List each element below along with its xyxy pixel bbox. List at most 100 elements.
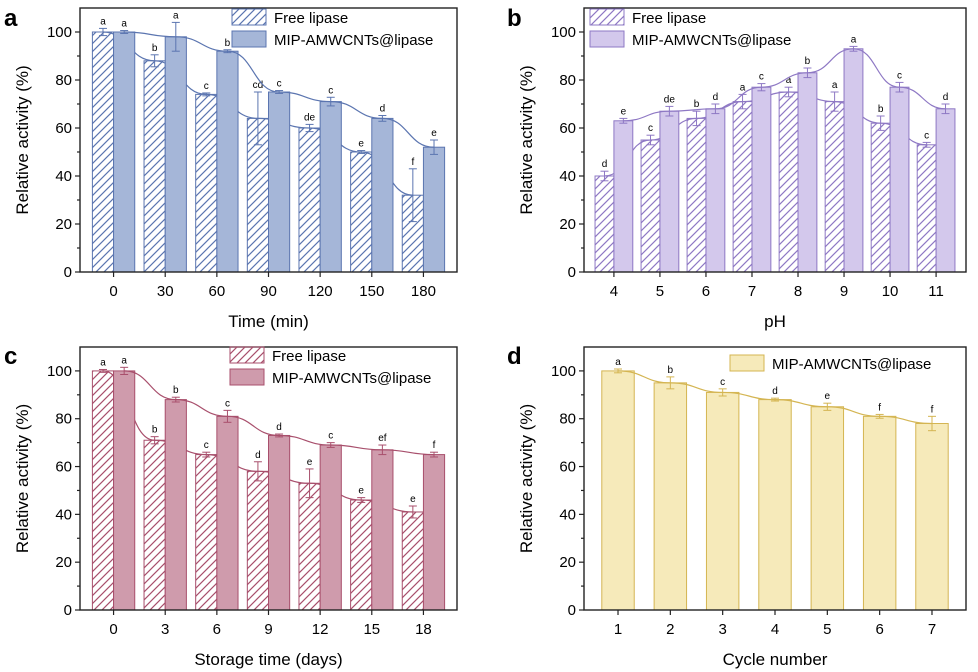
bar <box>686 117 707 273</box>
y-tick-label: 60 <box>559 120 576 137</box>
bar <box>640 139 661 273</box>
significance-label: c <box>648 123 653 134</box>
bar <box>915 423 949 611</box>
bar <box>319 101 342 273</box>
significance-label: d <box>602 159 608 170</box>
bar <box>422 454 446 611</box>
significance-label: c <box>225 398 230 409</box>
significance-label: e <box>621 106 627 117</box>
x-tick-label: 6 <box>702 283 710 300</box>
significance-label: d <box>255 450 261 461</box>
significance-label: c <box>759 72 764 83</box>
bar <box>594 175 615 273</box>
significance-label: a <box>121 19 127 30</box>
bar <box>862 415 897 611</box>
panel-label: c <box>4 343 17 370</box>
series-mip-amwcnts-lipase: a b c d c ef f <box>113 355 446 611</box>
y-tick-label: 40 <box>559 168 576 185</box>
bar <box>371 117 394 273</box>
bar <box>298 482 321 611</box>
y-tick-label: 80 <box>559 72 576 89</box>
plot-frame <box>583 7 967 273</box>
bar <box>143 60 166 273</box>
y-axis-title: Relative activity (%) <box>517 65 536 214</box>
significance-label: f <box>433 440 436 451</box>
legend-swatch <box>229 368 265 386</box>
significance-label: c <box>277 79 282 90</box>
legend-swatch <box>589 30 625 48</box>
y-tick-label: 80 <box>55 72 72 89</box>
legend-label: MIP-AMWCNTs@lipase <box>274 32 433 49</box>
x-tick-label: 18 <box>415 621 432 638</box>
trend-line <box>124 370 435 456</box>
significance-label: a <box>121 355 127 366</box>
significance-label: a <box>100 357 106 368</box>
y-tick-label: 100 <box>47 363 72 380</box>
y-tick-label: 60 <box>55 120 72 137</box>
legend-swatch <box>231 8 267 26</box>
bar <box>113 370 136 611</box>
y-tick-label: 20 <box>559 216 576 233</box>
y-tick-label: 40 <box>55 168 72 185</box>
significance-label: a <box>173 10 179 21</box>
legend: Free lipase MIP-AMWCNTs@lipase <box>229 346 431 387</box>
trend-line <box>102 370 413 513</box>
legend-swatch <box>729 354 765 372</box>
y-axis-title: Relative activity (%) <box>517 404 536 553</box>
bar <box>350 151 373 273</box>
bar <box>870 122 891 273</box>
x-tick-label: 4 <box>771 621 779 638</box>
y-axis-title: Relative activity (%) <box>13 65 32 214</box>
legend-swatch <box>589 8 625 26</box>
y-tick-label: 100 <box>551 363 576 380</box>
bar <box>371 449 394 611</box>
significance-label: e <box>825 391 831 402</box>
bar <box>797 72 818 273</box>
significance-label: cd <box>253 80 264 91</box>
significance-label: ef <box>378 433 387 444</box>
significance-label: d <box>713 92 719 103</box>
legend-label: MIP-AMWCNTs@lipase <box>772 356 931 373</box>
y-tick-label: 0 <box>568 602 576 619</box>
series-mip-amwcnts-lipase: e de d c b a c d <box>613 34 956 273</box>
significance-label: c <box>720 377 725 388</box>
significance-label: b <box>152 425 158 436</box>
significance-label: f <box>931 404 934 415</box>
significance-label: d <box>943 92 949 103</box>
significance-label: d <box>772 386 778 397</box>
significance-label: c <box>924 130 929 141</box>
bar <box>246 470 270 611</box>
x-tick-label: 180 <box>411 283 436 300</box>
y-tick-label: 80 <box>559 411 576 428</box>
significance-label: b <box>694 99 700 110</box>
legend-label: MIP-AMWCNTs@lipase <box>632 32 791 49</box>
y-tick-label: 60 <box>559 459 576 476</box>
x-tick-label: 3 <box>161 621 169 638</box>
panel-d: a b c d e f f 0 20 40 60 80 100 1 2 3 4 5 6 7 Cycle number Re… <box>507 343 967 669</box>
significance-label: c <box>204 81 209 92</box>
x-tick-label: 5 <box>656 283 664 300</box>
bar <box>824 101 845 273</box>
bar <box>659 110 680 273</box>
x-tick-label: 4 <box>610 283 618 300</box>
x-tick-label: 11 <box>928 283 944 300</box>
significance-label: b <box>878 104 884 115</box>
bar <box>613 120 634 273</box>
significance-label: a <box>740 82 746 93</box>
x-tick-label: 120 <box>308 283 333 300</box>
trend-line <box>623 48 946 122</box>
bar <box>758 399 792 611</box>
y-tick-label: 60 <box>55 459 72 476</box>
panel-label: b <box>507 5 522 32</box>
bar <box>705 108 726 273</box>
bar <box>113 31 136 273</box>
legend-label: Free lipase <box>274 10 348 27</box>
bar <box>216 50 239 273</box>
significance-label: de <box>304 112 316 123</box>
significance-label: c <box>897 70 902 81</box>
bar <box>268 434 291 611</box>
x-tick-label: 90 <box>260 283 277 300</box>
bar <box>935 108 956 273</box>
